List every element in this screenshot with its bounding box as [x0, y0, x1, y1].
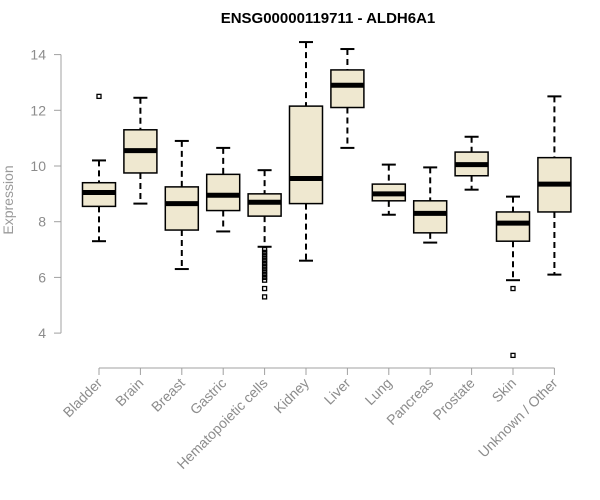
box [205, 173, 241, 212]
x-tick-label: Breast [148, 375, 188, 415]
plot-area [81, 41, 572, 359]
box-group [247, 169, 282, 300]
box-group [205, 146, 241, 233]
outlier-point [261, 263, 268, 269]
outlier-point [261, 266, 268, 272]
y-axis: 4 6 8 10 12 14 [30, 47, 62, 341]
box [330, 69, 365, 109]
outlier-point [261, 285, 268, 292]
box [288, 105, 324, 205]
outlier-point [261, 258, 268, 264]
box-group [371, 163, 407, 216]
outlier-point [510, 285, 516, 292]
outlier-point [261, 277, 268, 283]
x-tick-label: Lung [362, 375, 395, 408]
outlier-point [96, 93, 102, 100]
y-tick-label: 6 [38, 269, 46, 285]
outlier-point [261, 249, 268, 255]
outlier-point [261, 269, 268, 275]
y-tick-label: 4 [38, 325, 46, 341]
outlier-point [261, 274, 268, 281]
y-tick-label: 12 [30, 102, 46, 118]
box-group [330, 48, 365, 149]
outlier-point [261, 260, 268, 267]
box-group [164, 139, 200, 271]
box [412, 200, 448, 234]
box-group [412, 166, 448, 244]
outlier-point [510, 352, 516, 359]
box-group [81, 93, 117, 243]
box [164, 186, 200, 231]
outlier-point [261, 294, 268, 300]
x-tick-label: Brain [112, 375, 146, 409]
outlier-point [261, 255, 268, 261]
outlier-point [261, 252, 268, 258]
outlier-point [261, 246, 268, 253]
y-axis-label: Expression [0, 165, 16, 234]
box-group [288, 41, 324, 262]
x-tick-label: Skin [489, 375, 520, 406]
box-group [537, 95, 572, 276]
x-tick-label: Prostate [430, 375, 478, 423]
box [495, 211, 531, 242]
y-tick-label: 14 [30, 47, 46, 63]
box-group [123, 96, 158, 205]
x-tick-label: Kidney [271, 375, 313, 417]
chart-title: ENSG00000119711 - ALDH6A1 [221, 10, 436, 27]
box-group [454, 135, 489, 191]
y-tick-label: 8 [38, 214, 46, 230]
box [247, 193, 282, 217]
x-tick-label: Unknown / Other [475, 375, 561, 461]
x-tick-label: Bladder [60, 375, 106, 421]
y-tick-label: 10 [30, 158, 46, 174]
outlier-point [261, 271, 268, 278]
x-tick-label: Liver [321, 375, 354, 408]
box-group [495, 195, 531, 359]
